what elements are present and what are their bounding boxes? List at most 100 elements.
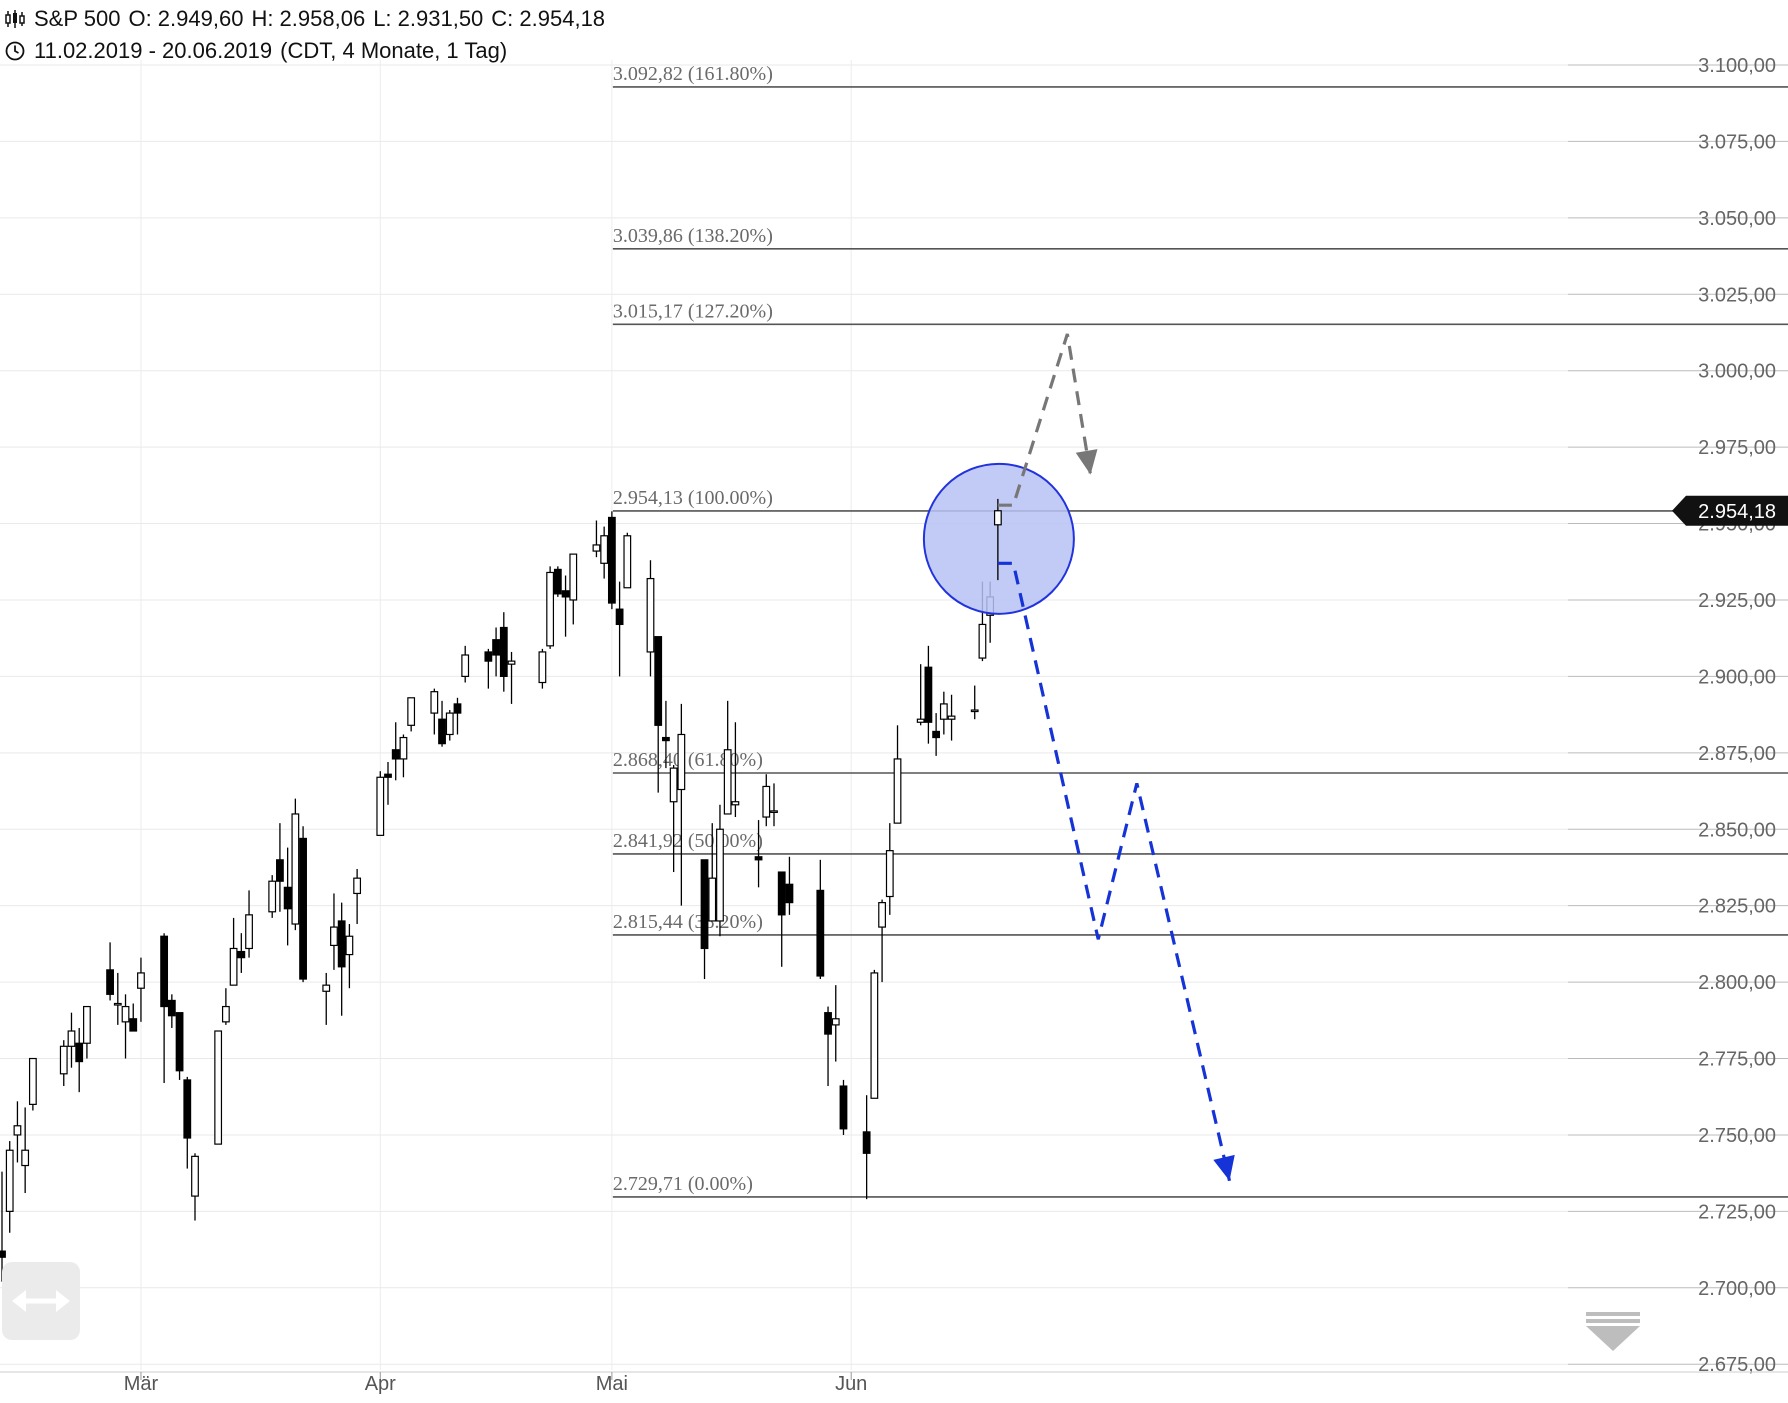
candle bbox=[229, 917, 238, 986]
y-tick-label: 3.025,00 bbox=[1698, 284, 1776, 306]
candle-body bbox=[438, 718, 446, 745]
candle-body bbox=[916, 718, 925, 723]
blue-projection-arrow-head bbox=[1213, 1154, 1235, 1181]
candle-body bbox=[330, 926, 338, 947]
candle bbox=[484, 648, 493, 689]
candle-body bbox=[407, 697, 416, 726]
candle-body bbox=[283, 886, 292, 910]
candle-body bbox=[731, 801, 740, 806]
clock-icon[interactable] bbox=[4, 40, 26, 62]
candle bbox=[438, 700, 446, 747]
candle bbox=[924, 645, 933, 744]
y-axis: 2.675,00 2.700,00 2.725,00 2.750,00 2.775,00… bbox=[1568, 55, 1788, 1376]
date-range: 11.02.2019 - 20.06.2019 bbox=[34, 38, 273, 63]
candle bbox=[723, 700, 732, 815]
candle bbox=[932, 713, 941, 756]
candle-body bbox=[839, 1085, 848, 1130]
candle bbox=[245, 890, 253, 958]
candle bbox=[175, 1012, 184, 1080]
horizontal-arrows-icon bbox=[12, 1290, 70, 1312]
last-price-label: 2.954,18 bbox=[1698, 501, 1776, 523]
candle bbox=[276, 823, 284, 912]
candle-body bbox=[237, 950, 246, 959]
candle-body bbox=[700, 859, 709, 950]
candle bbox=[445, 710, 454, 741]
candle-body bbox=[268, 880, 277, 913]
y-tick-label: 2.850,00 bbox=[1698, 819, 1776, 841]
candle-body bbox=[615, 608, 624, 626]
candlestick-icon[interactable] bbox=[4, 8, 26, 30]
candle bbox=[0, 1171, 6, 1282]
candle-body bbox=[221, 1005, 230, 1023]
candle-body bbox=[113, 1002, 122, 1006]
low-value: L: 2.931,50 bbox=[373, 6, 484, 31]
candle bbox=[770, 783, 778, 827]
candle-body bbox=[106, 969, 114, 995]
candle-body bbox=[376, 776, 385, 836]
candle bbox=[59, 1040, 68, 1087]
candle-body bbox=[947, 715, 956, 720]
candle bbox=[214, 1030, 223, 1145]
candle bbox=[376, 771, 385, 836]
y-tick-label: 2.675,00 bbox=[1698, 1354, 1776, 1376]
x-axis: Mär Apr Mai Jun bbox=[0, 1371, 1788, 1395]
grid bbox=[0, 60, 1568, 1370]
candle bbox=[330, 893, 338, 970]
candle-body bbox=[662, 736, 670, 742]
collapse-button[interactable] bbox=[1582, 1310, 1644, 1354]
fib-level-label: 2.815,44 (38.20%) bbox=[613, 911, 763, 933]
collapse-down-icon bbox=[1586, 1312, 1640, 1351]
last-price-badge bbox=[1672, 495, 1788, 526]
candle bbox=[816, 859, 825, 980]
candle-body bbox=[785, 883, 794, 904]
candle-body bbox=[167, 999, 176, 1017]
candle bbox=[322, 972, 331, 1025]
candle bbox=[492, 627, 500, 677]
candle bbox=[916, 664, 925, 726]
candle bbox=[237, 933, 246, 973]
candle-body bbox=[669, 767, 678, 803]
candle bbox=[870, 969, 879, 1099]
y-tick-label: 2.775,00 bbox=[1698, 1049, 1776, 1071]
fib-level-label: 3.015,17 (127.20%) bbox=[613, 300, 773, 322]
candle bbox=[283, 847, 292, 946]
candle-body bbox=[21, 1149, 30, 1167]
candle-body bbox=[291, 813, 300, 925]
candle-body bbox=[978, 623, 987, 659]
close-value: C: 2.954,18 bbox=[491, 6, 606, 31]
open-value: O: 2.949,60 bbox=[128, 6, 244, 31]
candle bbox=[970, 685, 979, 720]
candle-body bbox=[831, 1018, 840, 1026]
candle-body bbox=[353, 877, 362, 895]
candle-body bbox=[993, 510, 1002, 526]
candle-body bbox=[507, 660, 516, 665]
candle bbox=[561, 575, 570, 637]
y-tick-label: 2.875,00 bbox=[1698, 743, 1776, 765]
candle bbox=[677, 703, 686, 906]
candle-body bbox=[83, 1005, 91, 1044]
candle bbox=[407, 697, 416, 732]
candle-body bbox=[777, 871, 786, 916]
projection-annotations bbox=[922, 333, 1235, 1182]
candle-body bbox=[245, 914, 253, 950]
candle bbox=[947, 694, 956, 741]
candle bbox=[67, 1012, 76, 1068]
candle bbox=[499, 612, 508, 692]
candle-body bbox=[345, 935, 354, 956]
candle bbox=[75, 1027, 84, 1093]
candle bbox=[546, 566, 555, 649]
candle bbox=[615, 581, 624, 677]
candle bbox=[646, 560, 655, 677]
candle-body bbox=[160, 935, 169, 1008]
candle bbox=[607, 511, 616, 610]
scroll-button[interactable] bbox=[2, 1262, 80, 1340]
high-value: H: 2.958,06 bbox=[251, 6, 366, 31]
candle bbox=[939, 691, 948, 735]
candle bbox=[345, 924, 354, 989]
quote-header: S&P 500 O: 2.949,60 H: 2.958,06 L: 2.931… bbox=[4, 6, 605, 32]
last-candle-overlay bbox=[993, 498, 1002, 581]
candle-body bbox=[183, 1079, 192, 1139]
candle bbox=[453, 697, 462, 735]
candle-body bbox=[453, 703, 462, 714]
